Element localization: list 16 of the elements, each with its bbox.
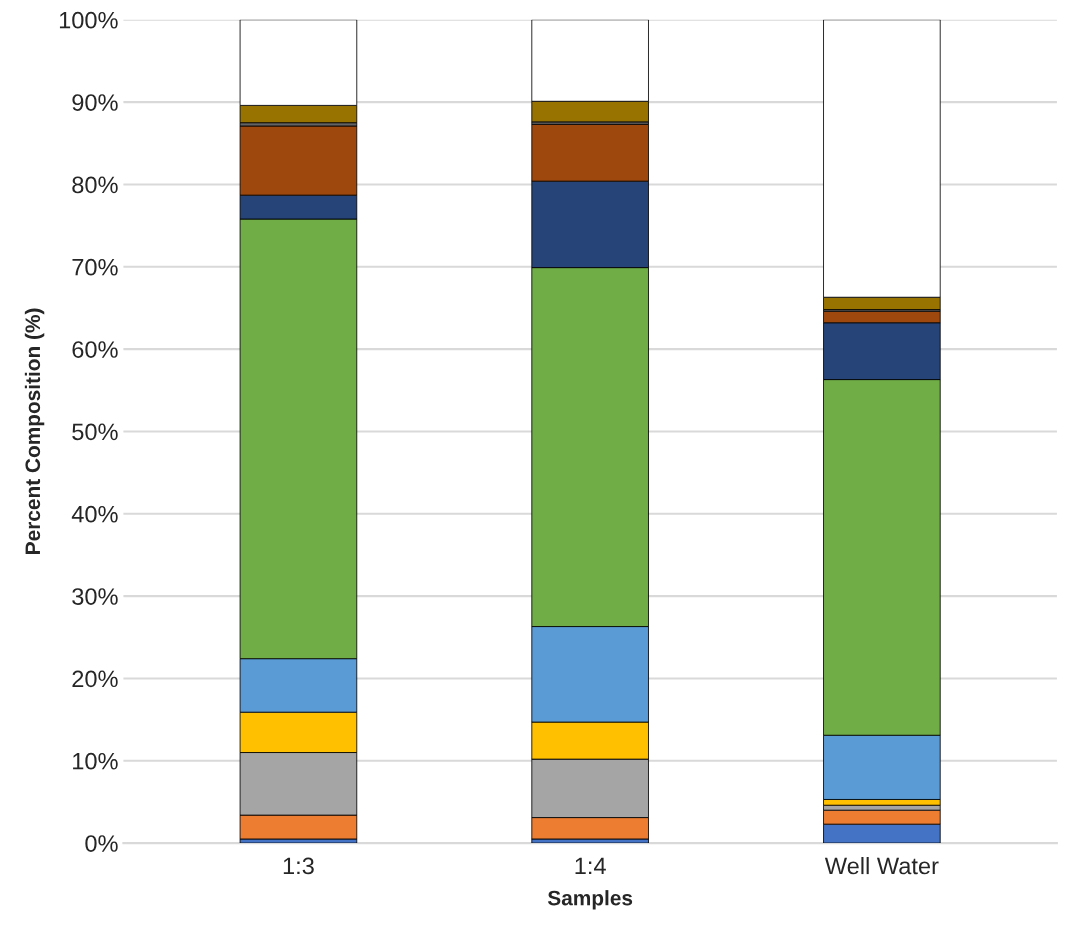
x-tick-label: Well Water bbox=[824, 856, 939, 875]
y-axis-title: Percent Composition (%) bbox=[24, 308, 45, 554]
y-tick-label: 50% bbox=[72, 423, 118, 441]
y-tick-label: 0% bbox=[85, 835, 118, 852]
y-tick-label: 70% bbox=[72, 258, 118, 276]
y-tick-label: 80% bbox=[72, 176, 118, 194]
y-tick-label: 20% bbox=[72, 670, 118, 688]
y-tick-label: 90% bbox=[72, 94, 118, 111]
x-tick-label: 1:3 bbox=[283, 857, 314, 875]
y-tick-label: 40% bbox=[71, 505, 118, 523]
y-tick-label: 10% bbox=[73, 752, 118, 770]
y-tick-label: 60% bbox=[72, 341, 118, 358]
y-tick-label: 30% bbox=[72, 588, 118, 605]
x-axis-title: Samples bbox=[547, 890, 633, 910]
x-tick-label: 1:4 bbox=[575, 857, 606, 875]
y-tick-label: 100% bbox=[59, 11, 118, 29]
